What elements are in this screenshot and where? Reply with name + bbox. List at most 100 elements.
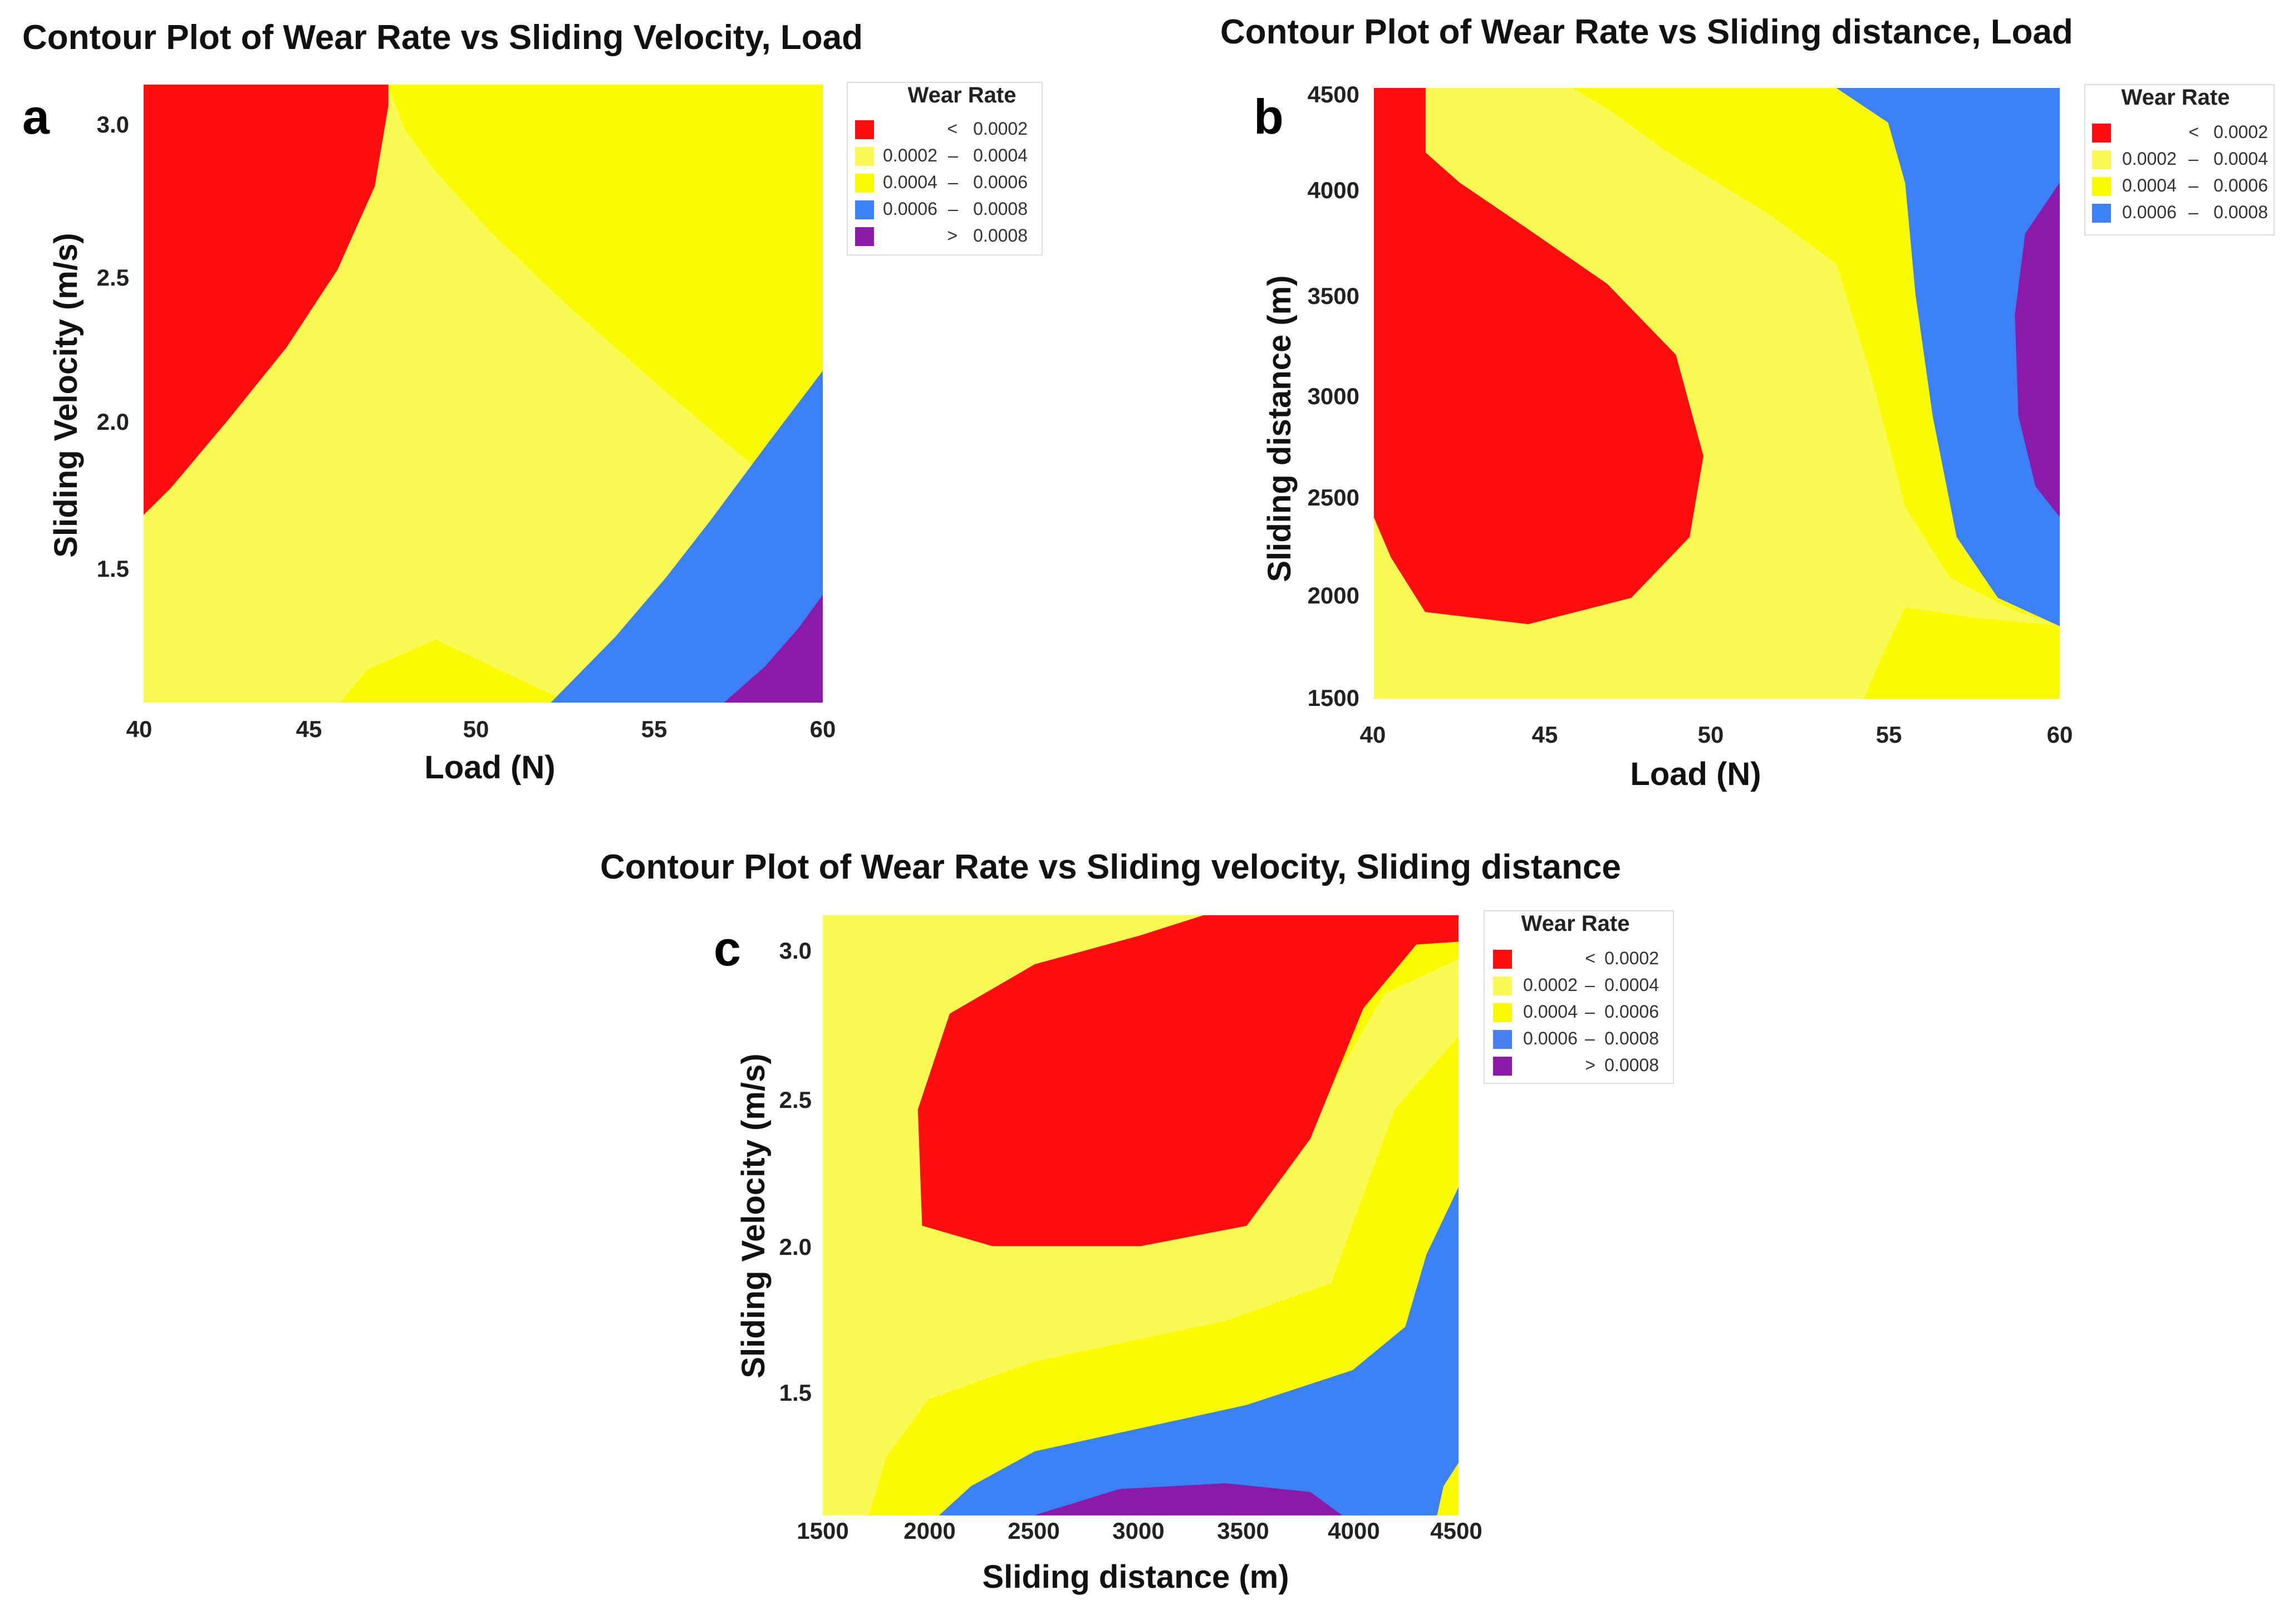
panel-c-xtick: 4000 <box>1328 1518 1379 1544</box>
panel-c-xtick: 3000 <box>1112 1518 1164 1544</box>
panel-a-xtick: 60 <box>810 716 836 742</box>
panel-b-legend-swatch-lt-0002 <box>2092 124 2111 143</box>
panel-c-title: Contour Plot of Wear Rate vs Sliding vel… <box>600 848 1621 886</box>
panel-c-contour-layer <box>823 915 1459 1515</box>
panel-c-legend-swatch-gt-0008 <box>1493 1057 1512 1076</box>
panel-a-ytick: 2.0 <box>97 409 129 435</box>
panel-b-legend-lo: 0.0004 <box>2122 175 2177 195</box>
panel-a-legend: Wear Rate < 0.0002 0.0002 – 0.0004 0.000… <box>847 82 1043 256</box>
panel-a-legend-title: Wear Rate <box>908 83 1017 107</box>
panel-b-legend-hi: 0.0002 <box>2213 122 2268 142</box>
panel-b-x-axis-label: Load (N) <box>1630 756 1761 792</box>
panel-b-contour-region-3 <box>1374 88 1703 625</box>
panel-b-legend-lo: < <box>2188 122 2199 142</box>
panel-a-legend-swatch-0004-0006 <box>855 174 874 193</box>
panel-b-legend-swatch-0004-0006 <box>2092 177 2111 196</box>
panel-a-contour-region-2 <box>144 85 389 515</box>
panel-c-legend-dash: – <box>1585 1002 1595 1022</box>
panel-b-xtick: 45 <box>1532 722 1558 748</box>
panel-c-legend-dash: – <box>1585 1028 1595 1048</box>
panel-b-legend-hi: 0.0004 <box>2213 149 2268 169</box>
panel-b-y-axis-label: Sliding distance (m) <box>1261 275 1298 582</box>
panel-c-legend-lo: 0.0006 <box>1523 1028 1578 1048</box>
panel-c-legend-lo: 0.0002 <box>1523 975 1578 995</box>
panel-b-legend: Wear Rate < 0.0002 0.0002 – 0.0004 0.000… <box>2084 84 2275 235</box>
panel-b-contour-layer <box>1374 88 2060 699</box>
panel-c-ytick: 3.0 <box>779 938 812 964</box>
panel-c-ytick: 2.0 <box>779 1234 812 1260</box>
panel-c: Contour Plot of Wear Rate vs Sliding vel… <box>600 848 1674 1595</box>
panel-a-contour-region-1 <box>340 85 823 703</box>
panel-b-x-ticks: 40 45 50 55 60 <box>1360 722 2073 748</box>
panel-c-legend-hi: 0.0008 <box>1604 1055 1659 1075</box>
panel-a-y-axis-label: Sliding Velocity (m/s) <box>48 233 84 557</box>
panel-a-legend-box <box>847 82 1043 256</box>
panel-a-ytick: 1.5 <box>97 556 129 582</box>
panel-b-xtick: 60 <box>2047 722 2073 748</box>
panel-a-legend-lo: > <box>947 225 958 246</box>
panel-a-ytick: 2.5 <box>97 264 129 291</box>
panel-c-legend-lo: 0.0004 <box>1523 1002 1578 1022</box>
panel-a-title: Contour Plot of Wear Rate vs Sliding Vel… <box>22 18 863 57</box>
panel-a-legend-hi: 0.0002 <box>973 119 1028 139</box>
panel-b-legend-box <box>2084 84 2275 235</box>
panel-b-ytick: 3000 <box>1308 383 1359 409</box>
panel-c-legend-lo: < <box>1585 948 1595 968</box>
panel-c-y-ticks: 1.5 2.0 2.5 3.0 <box>779 938 812 1406</box>
panel-a-legend-dash: – <box>948 145 958 165</box>
panel-b-legend-dash: – <box>2188 149 2198 169</box>
panel-a-xtick: 40 <box>126 716 153 742</box>
panel-b-legend-lo: 0.0006 <box>2122 202 2177 222</box>
panel-c-legend-lo: > <box>1585 1055 1595 1075</box>
panel-b-ytick: 2500 <box>1308 484 1359 511</box>
panel-c-xtick: 4500 <box>1430 1518 1482 1544</box>
panel-c-plot <box>823 915 1459 1515</box>
panel-b-legend-dash: – <box>2188 202 2198 222</box>
panel-c-contour-region-6 <box>1034 1483 1343 1515</box>
panel-b-contour-region-5 <box>2015 183 2060 517</box>
panel-c-xtick: 2500 <box>1008 1518 1059 1544</box>
panel-a-legend-lo: 0.0002 <box>883 145 937 165</box>
panel-a-x-axis-label: Load (N) <box>424 749 555 786</box>
panel-c-y-axis-label: Sliding Velocity (m/s) <box>735 1053 772 1378</box>
panel-c-letter: c <box>714 921 741 976</box>
panel-c-xtick: 1500 <box>797 1518 848 1544</box>
panel-c-legend-swatch-0002-0004 <box>1493 977 1512 995</box>
panel-c-xtick: 3500 <box>1217 1518 1269 1544</box>
panel-c-x-axis-label: Sliding distance (m) <box>982 1559 1289 1595</box>
panel-a-xtick: 50 <box>463 716 489 742</box>
panel-b-xtick: 40 <box>1360 722 1386 748</box>
panel-a-legend-lo: < <box>947 119 958 139</box>
panel-b-xtick: 55 <box>1876 722 1902 748</box>
panel-c-legend-hi: 0.0008 <box>1604 1028 1659 1048</box>
panel-c-ytick: 2.5 <box>779 1087 812 1113</box>
panel-c-legend-dash: – <box>1585 975 1595 995</box>
panel-b-y-ticks: 1500 2000 2500 3000 3500 4000 4500 <box>1308 81 1359 711</box>
panel-b-ytick: 2000 <box>1308 582 1359 609</box>
panel-c-contour-region-4 <box>939 1188 1459 1515</box>
panel-a-legend-swatch-0006-0008 <box>855 200 874 219</box>
panel-c-contour-region-5 <box>1437 1463 1459 1515</box>
panel-b: Contour Plot of Wear Rate vs Sliding dis… <box>1220 13 2275 792</box>
panel-a-y-ticks: 1.5 2.0 2.5 3.0 <box>97 111 129 582</box>
panel-c-legend-box <box>1484 910 1674 1084</box>
panel-b-ytick: 4500 <box>1308 81 1359 107</box>
panel-a-x-ticks: 40 45 50 55 60 <box>126 716 836 742</box>
panel-a-ytick: 3.0 <box>97 111 129 138</box>
panel-b-legend-hi: 0.0006 <box>2213 175 2268 195</box>
panel-c-ytick: 1.5 <box>779 1380 812 1406</box>
panel-c-legend-hi: 0.0002 <box>1604 948 1659 968</box>
panel-c-legend-swatch-lt-0002 <box>1493 950 1512 969</box>
panel-a-letter: a <box>22 89 50 144</box>
panel-a-contour-region-4 <box>724 595 823 703</box>
panel-b-legend-hi: 0.0008 <box>2213 202 2268 222</box>
panel-b-ytick: 1500 <box>1308 685 1359 711</box>
panel-a-xtick: 45 <box>296 716 322 742</box>
panel-a-legend-hi: 0.0008 <box>973 225 1028 246</box>
panel-a-legend-lo: 0.0006 <box>883 199 937 219</box>
panel-a-legend-hi: 0.0008 <box>973 199 1028 219</box>
panel-c-legend: Wear Rate < 0.0002 0.0002 – 0.0004 0.000… <box>1484 910 1674 1084</box>
panel-a-contour-region-3 <box>551 371 823 703</box>
